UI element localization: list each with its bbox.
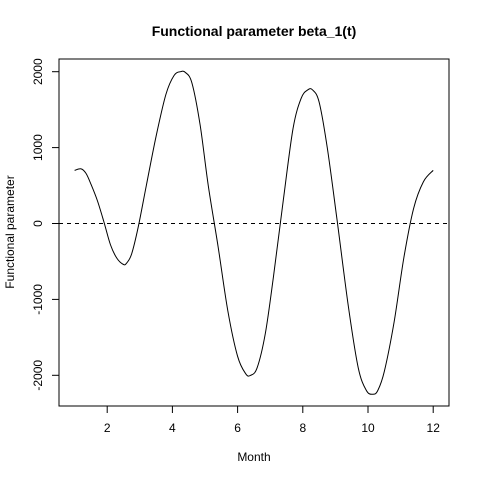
x-tick-label: 8 (299, 421, 306, 435)
y-tick-label: 0 (31, 220, 45, 227)
x-axis: 2 4 6 8 10 12 (104, 405, 441, 435)
x-tick-label: 2 (104, 421, 111, 435)
y-tick-label: 1000 (31, 134, 45, 161)
series-line (74, 70, 434, 395)
x-tick-label: 12 (427, 421, 441, 435)
y-axis: -2000 -1000 0 1000 2000 (31, 58, 60, 391)
y-tick-label: 2000 (31, 58, 45, 85)
y-tick-label: -1000 (31, 284, 45, 315)
x-axis-title: Month (237, 450, 270, 464)
chart-title: Functional parameter beta_1(t) (152, 23, 357, 39)
x-tick-label: 10 (361, 421, 375, 435)
series-group (74, 70, 434, 395)
y-axis-title: Functional parameter (3, 175, 17, 288)
y-tick-label: -2000 (31, 360, 45, 391)
plot-frame (58, 58, 450, 407)
x-tick-label: 6 (234, 421, 241, 435)
x-tick-label: 4 (169, 421, 176, 435)
